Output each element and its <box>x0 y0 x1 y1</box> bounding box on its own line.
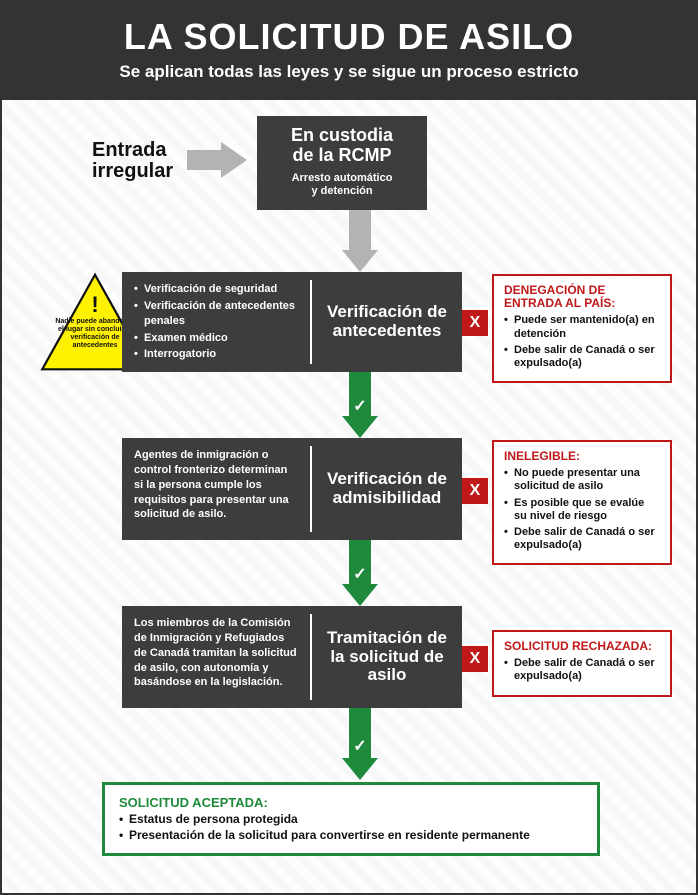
x-mark-icon: X <box>462 646 488 672</box>
desc-text: Agentes de inmigración o control fronter… <box>134 448 298 522</box>
header: LA SOLICITUD DE ASILO Se aplican todas l… <box>2 2 696 100</box>
node-custody: En custodia de la RCMP Arresto automátic… <box>257 116 427 210</box>
check-icon: ✓ <box>353 564 366 584</box>
node-background-check: Verificación de seguridad Verificación d… <box>122 272 462 372</box>
reject-head: SOLICITUD RECHAZADA: <box>504 640 660 653</box>
node-background-check-details: Verificación de seguridad Verificación d… <box>122 272 310 372</box>
flow-canvas: Entrada irregular En custodia de la RCMP… <box>2 100 696 890</box>
list-item: Puede ser mantenido(a) en detención <box>504 314 660 340</box>
check-icon: ✓ <box>353 736 366 756</box>
desc-text: Los miembros de la Comisión de Inmigraci… <box>134 616 298 690</box>
list-item: Es posible que se evalúe su nivel de rie… <box>504 497 660 523</box>
list-item: Presentación de la solicitud para conver… <box>119 828 583 844</box>
list-item: Debe salir de Canadá o ser expulsado(a) <box>504 344 660 370</box>
x-mark-icon: X <box>462 310 488 336</box>
node-admissibility-title: Verificación de admisibilidad <box>322 470 452 507</box>
list-item: No puede presentar una solicitud de asil… <box>504 467 660 493</box>
check-icon: ✓ <box>353 396 366 416</box>
reject-head: DENEGACIÓN DE ENTRADA AL PAÍS: <box>504 284 660 310</box>
list-item: Verificación de antecedentes penales <box>134 299 298 329</box>
reject-entry-denied: DENEGACIÓN DE ENTRADA AL PAÍS: Puede ser… <box>492 274 672 383</box>
arrow-down-icon <box>342 210 378 270</box>
node-admissibility: Agentes de inmigración o control fronter… <box>122 438 462 540</box>
arrow-right-icon <box>187 142 247 178</box>
accepted-head: SOLICITUD ACEPTADA: <box>119 795 583 810</box>
node-processing-title: Tramitación de la solicitud de asilo <box>322 629 452 685</box>
node-processing: Los miembros de la Comisión de Inmigraci… <box>122 606 462 708</box>
node-background-check-title: Verificación de antecedentes <box>322 303 452 340</box>
arrow-down-check-icon: ✓ <box>342 372 378 438</box>
list-item: Debe salir de Canadá o ser expulsado(a) <box>504 657 660 683</box>
node-custody-note: Arresto automático y detención <box>269 172 415 198</box>
list-item: Interrogatorio <box>134 347 298 362</box>
accepted-box: SOLICITUD ACEPTADA: Estatus de persona p… <box>102 782 600 856</box>
node-processing-desc: Los miembros de la Comisión de Inmigraci… <box>122 606 310 708</box>
page-subtitle: Se aplican todas las leyes y se sigue un… <box>22 62 676 82</box>
entry-label: Entrada irregular <box>92 140 173 182</box>
reject-head: INELEGIBLE: <box>504 450 660 463</box>
reject-ineligible: INELEGIBLE: No puede presentar una solic… <box>492 440 672 565</box>
list-item: Estatus de persona protegida <box>119 812 583 828</box>
list-item: Debe salir de Canadá o ser expulsado(a) <box>504 526 660 552</box>
arrow-down-check-icon: ✓ <box>342 708 378 780</box>
list-item: Examen médico <box>134 331 298 346</box>
list-item: Verificación de seguridad <box>134 282 298 297</box>
page: LA SOLICITUD DE ASILO Se aplican todas l… <box>0 0 698 895</box>
node-custody-title: En custodia de la RCMP <box>269 126 415 166</box>
reject-denied: SOLICITUD RECHAZADA: Debe salir de Canad… <box>492 630 672 697</box>
node-admissibility-desc: Agentes de inmigración o control fronter… <box>122 438 310 540</box>
x-mark-icon: X <box>462 478 488 504</box>
page-title: LA SOLICITUD DE ASILO <box>22 16 676 58</box>
arrow-down-check-icon: ✓ <box>342 540 378 606</box>
